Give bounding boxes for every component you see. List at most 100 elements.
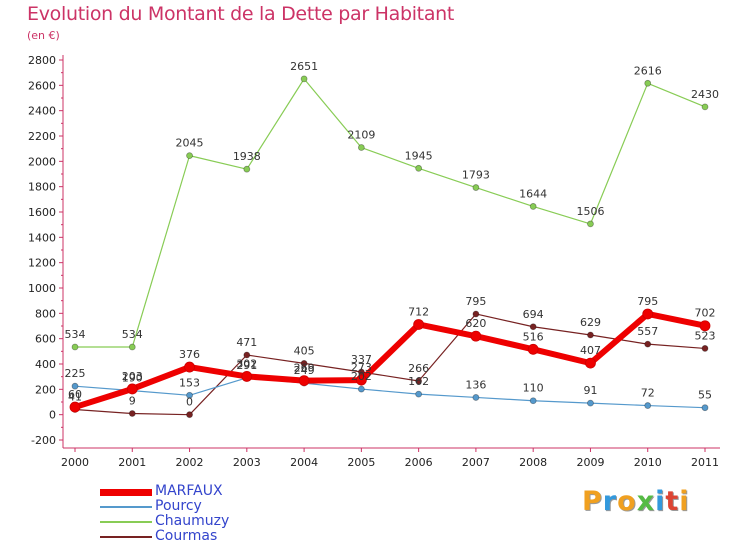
- legend-swatch: [100, 536, 152, 538]
- data-label: 2045: [176, 137, 204, 150]
- data-point: [413, 319, 425, 330]
- data-point: [472, 310, 480, 318]
- data-label: 2109: [347, 129, 375, 142]
- data-point: [415, 164, 423, 172]
- x-tick-label: 2010: [634, 456, 662, 469]
- data-label: 41: [68, 390, 82, 403]
- data-point: [69, 401, 81, 413]
- data-label: 795: [637, 295, 658, 308]
- data-point: [644, 340, 652, 348]
- data-label: 337: [351, 353, 372, 366]
- series-pourcy: [71, 374, 709, 412]
- y-tick-label: 200: [35, 383, 56, 396]
- data-point: [701, 103, 709, 111]
- series-line-pourcy: [74, 377, 706, 409]
- data-label: 225: [65, 367, 86, 380]
- data-point: [644, 402, 652, 409]
- data-label: 557: [637, 325, 658, 338]
- x-tick-label: 2006: [405, 456, 433, 469]
- data-point: [243, 165, 251, 173]
- data-label: 712: [408, 305, 429, 318]
- data-label: 1506: [576, 205, 604, 218]
- proxiti-logo: Proxiti: [582, 486, 690, 517]
- x-tick-label: 2001: [118, 456, 146, 469]
- y-tick-label: 1000: [28, 282, 56, 295]
- data-point: [128, 410, 136, 417]
- data-point: [585, 357, 596, 369]
- y-tick-label: 400: [35, 358, 56, 371]
- data-label: 249: [294, 364, 315, 377]
- series-courmas: [71, 310, 709, 419]
- data-point: [642, 308, 654, 320]
- x-tick-label: 2009: [576, 456, 604, 469]
- series-marfaux: [69, 308, 711, 413]
- chart-title: Evolution du Montant de la Dette par Hab…: [27, 3, 455, 25]
- data-point: [71, 382, 79, 390]
- data-label: 55: [698, 389, 712, 402]
- y-tick-label: 1400: [28, 231, 56, 244]
- y-tick-label: 2400: [28, 105, 56, 118]
- legend-swatch: [100, 506, 152, 508]
- x-tick-label: 2008: [519, 456, 547, 469]
- data-point: [472, 184, 480, 191]
- data-point: [298, 375, 310, 386]
- data-label: 534: [122, 328, 143, 341]
- data-point: [529, 323, 537, 331]
- data-point: [587, 331, 594, 339]
- x-tick-label: 2002: [176, 456, 204, 469]
- data-point: [644, 79, 652, 87]
- data-point: [300, 75, 308, 83]
- data-label: 269: [294, 362, 315, 375]
- y-tick-label: 2200: [28, 130, 56, 143]
- data-label: 2616: [634, 64, 662, 77]
- y-tick-label: 600: [35, 333, 56, 346]
- data-label: 629: [580, 316, 601, 329]
- data-label: 702: [695, 307, 716, 320]
- x-tick-label: 2003: [233, 456, 261, 469]
- legend-swatch: [100, 521, 152, 523]
- data-point: [527, 343, 539, 355]
- series-lines: [69, 75, 711, 419]
- x-tick-label: 2004: [290, 456, 318, 469]
- data-label: 110: [523, 382, 544, 395]
- data-label: 0: [186, 396, 193, 409]
- data-point: [699, 320, 711, 332]
- legend-label: Courmas: [155, 528, 218, 544]
- data-label: 407: [580, 344, 601, 357]
- series-line-marfaux: [72, 310, 708, 411]
- legend-label: Chaumuzy: [155, 513, 230, 529]
- data-label: 1945: [405, 149, 433, 162]
- data-label: 534: [65, 328, 86, 341]
- data-label: 203: [122, 370, 143, 383]
- data-point: [128, 343, 136, 351]
- x-tick-label: 2000: [61, 456, 89, 469]
- data-label: 60: [68, 388, 82, 401]
- logo-letter: r: [602, 486, 618, 517]
- data-label: 266: [408, 362, 429, 375]
- data-label: 405: [294, 344, 315, 357]
- chart-subtitle: (en €): [27, 29, 60, 42]
- data-label: 202: [351, 370, 372, 383]
- data-label: 620: [465, 317, 486, 330]
- data-label: 136: [465, 378, 486, 391]
- data-label: 2430: [691, 88, 719, 101]
- data-point: [186, 152, 193, 160]
- data-labels: 534 534 2045 1938 2651 2109 1945 1793 1644 1506 26…: [65, 60, 720, 409]
- data-label: 72: [641, 387, 655, 400]
- x-tick-label: 2007: [462, 456, 490, 469]
- y-tick-label: 2800: [28, 54, 56, 67]
- data-point: [355, 374, 367, 386]
- logo-letter: P: [582, 486, 603, 517]
- y-tick-label: -200: [31, 434, 56, 447]
- data-point: [300, 359, 308, 367]
- y-tick-label: 2600: [28, 79, 56, 92]
- data-point: [415, 390, 423, 398]
- data-point: [529, 397, 537, 405]
- data-point: [472, 394, 480, 401]
- data-label: 153: [179, 376, 200, 389]
- data-label: 694: [523, 308, 544, 321]
- data-label: 795: [465, 295, 486, 308]
- series-line-chaumuzy: [74, 78, 706, 348]
